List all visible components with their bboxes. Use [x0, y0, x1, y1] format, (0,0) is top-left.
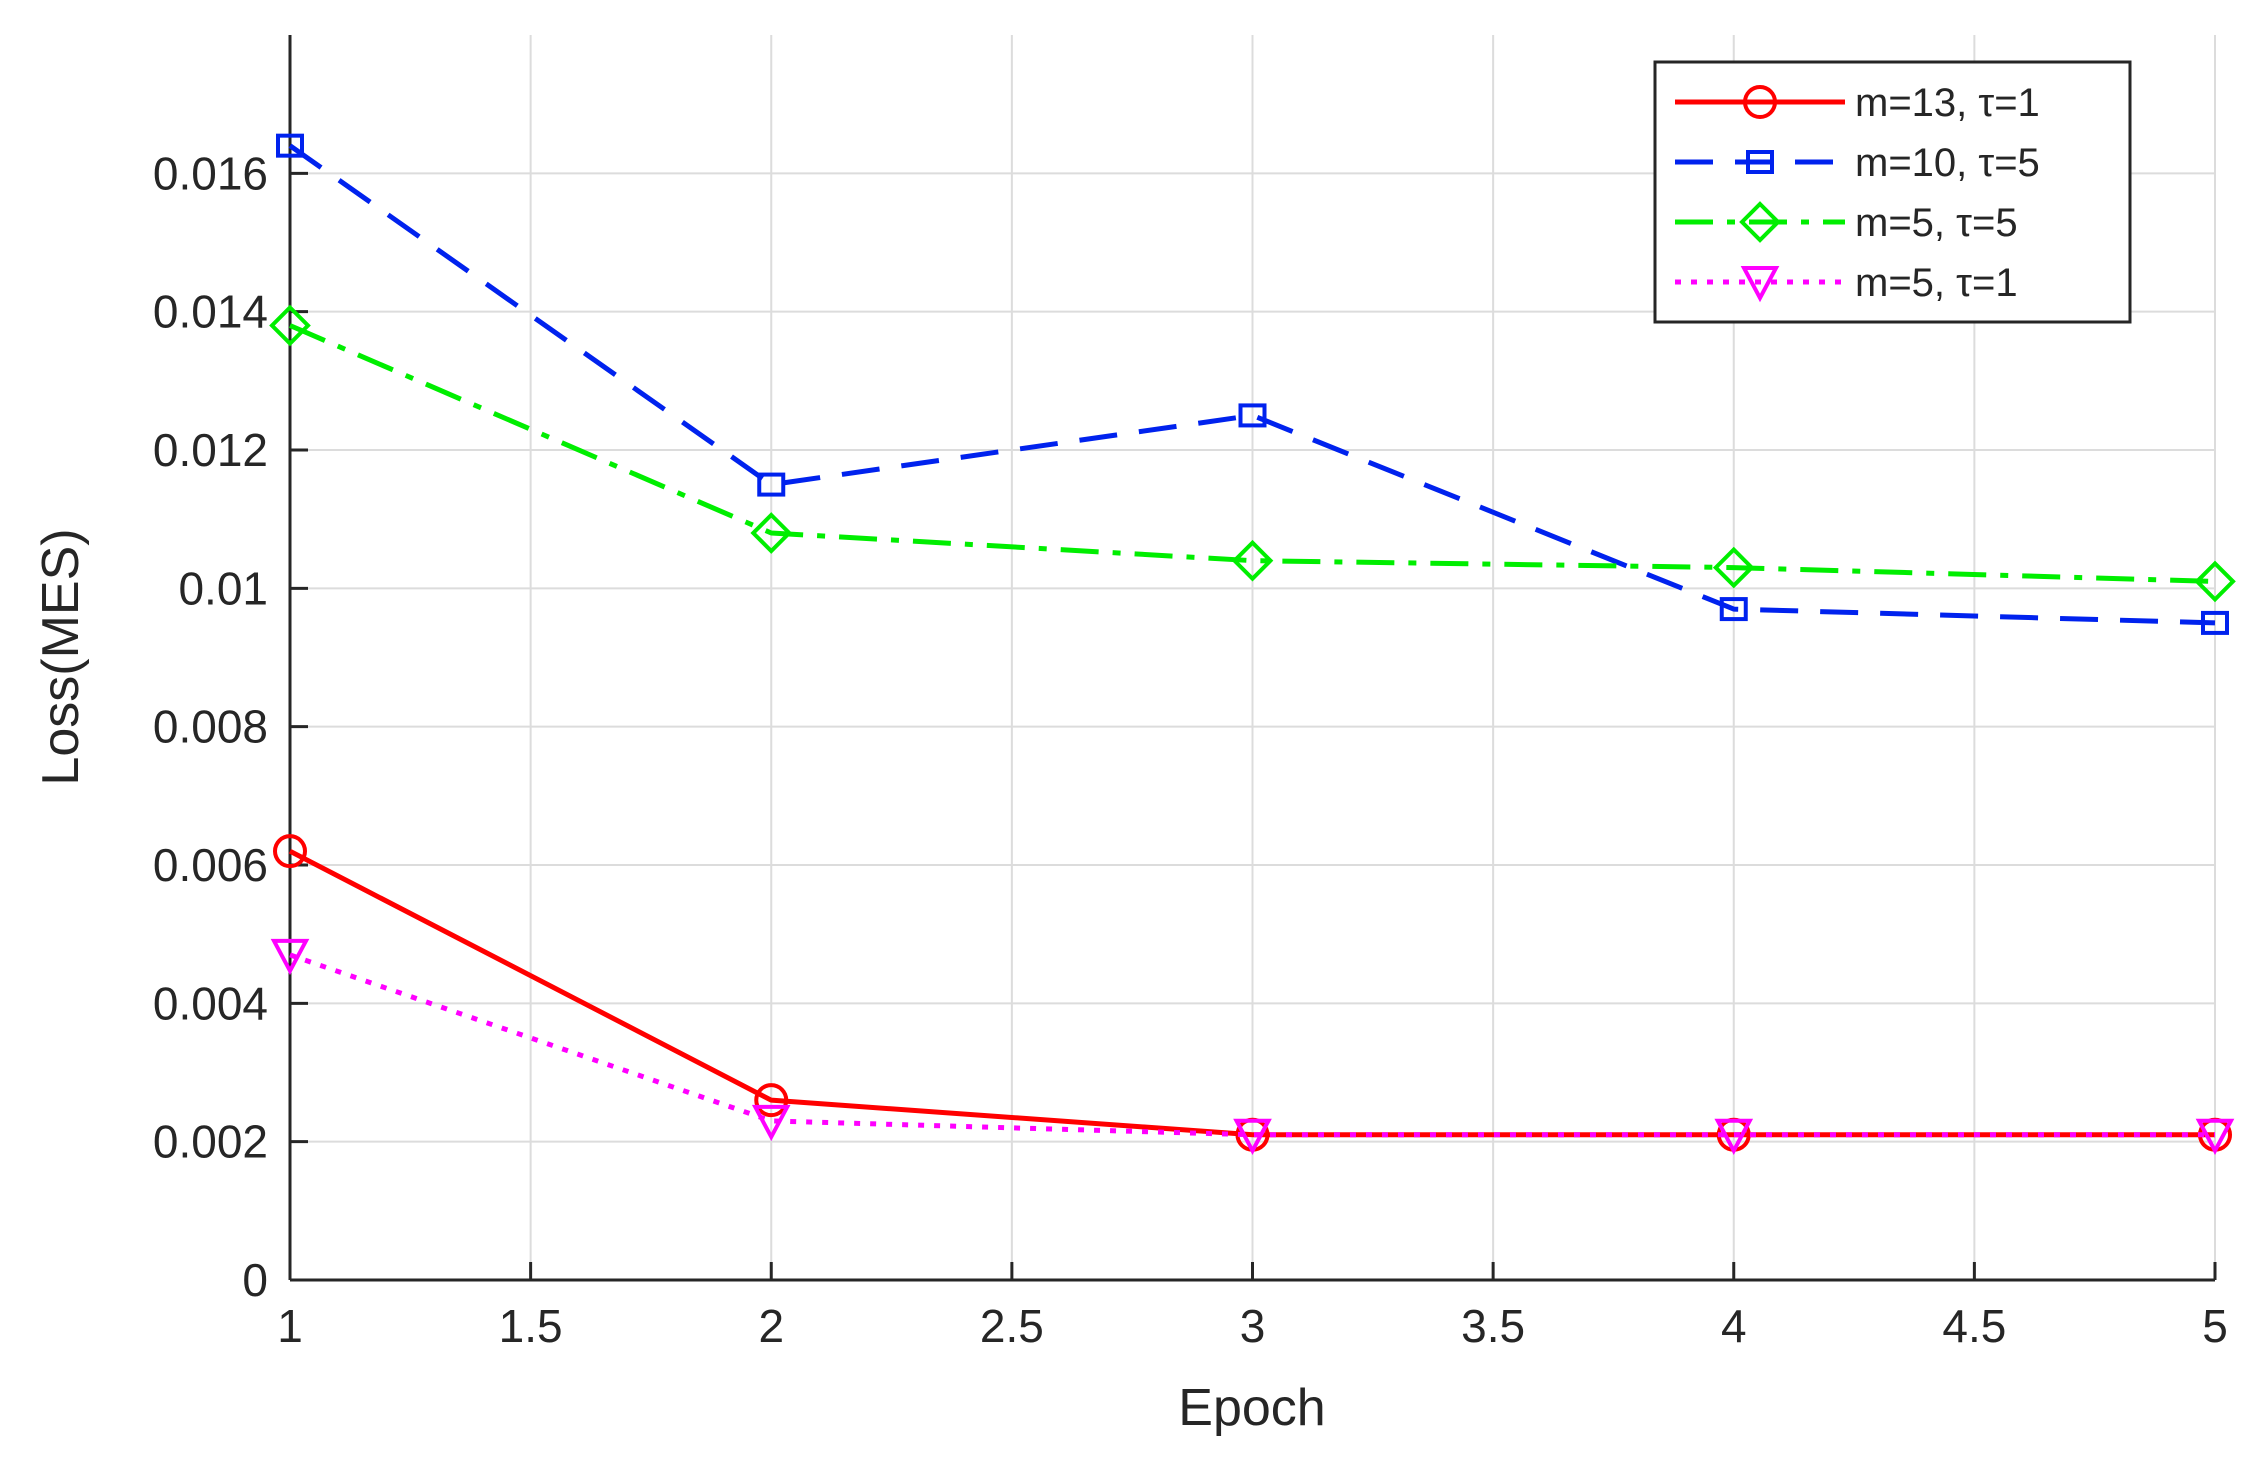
data-point-marker: [276, 133, 304, 158]
y-axis-label: Loss(MES): [32, 528, 90, 785]
axes: 1 1.5 2 2.5 3 3.5 4 4.5 5 0 0.002 0.004 0.006 0.008 0.…: [153, 35, 2228, 1352]
x-tick-label: 2.5: [980, 1300, 1044, 1352]
legend-marker: [1743, 85, 1777, 119]
y-tick-label: 0.004: [153, 977, 268, 1029]
legend-box: [1653, 60, 2132, 324]
x-tick-label: 5: [2202, 1300, 2228, 1352]
x-tick-label: 4.5: [1942, 1300, 2006, 1352]
series-group: [269, 133, 2236, 1155]
y-tick-label: 0.008: [153, 701, 268, 753]
y-tick-label: 0.014: [153, 286, 268, 338]
legend-marker: [1740, 266, 1780, 303]
data-point-marker: [1712, 546, 1755, 589]
x-tick-label: 3: [1240, 1300, 1266, 1352]
legend-label: m=10, τ=5: [1855, 141, 2040, 185]
data-point-marker: [2195, 1118, 2235, 1155]
x-tick-label: 3.5: [1461, 1300, 1525, 1352]
x-axis-label: Epoch: [1178, 1379, 1325, 1437]
legend-label: m=5, τ=5: [1855, 201, 2018, 245]
series-line: [289, 952, 2215, 1138]
y-tick-label: 0.012: [153, 424, 268, 476]
x-tick-label: 4: [1721, 1300, 1747, 1352]
data-point-marker: [269, 304, 311, 347]
y-tick-label: 0.006: [153, 839, 268, 891]
data-point-marker: [751, 1104, 791, 1142]
data-point-marker: [754, 1083, 789, 1118]
x-tick-label: 1.5: [499, 1300, 563, 1352]
legend-label: m=5, τ=1: [1855, 261, 2018, 305]
data-point-marker: [750, 512, 793, 554]
y-tick-label: 0.01: [178, 562, 268, 614]
x-tick-label: 1: [277, 1300, 303, 1352]
y-tick-label: 0.002: [153, 1116, 268, 1168]
data-point-marker: [273, 834, 307, 869]
series-1: [276, 133, 2229, 635]
data-point-marker: [1238, 403, 1267, 428]
y-tick-label: 0.016: [153, 147, 268, 199]
data-point-marker: [1714, 1118, 1754, 1155]
y-tick-label: 0: [242, 1254, 268, 1306]
data-point-marker: [2201, 610, 2229, 635]
data-point-marker: [757, 472, 786, 497]
legend-marker: [1746, 150, 1774, 174]
data-point-marker: [1719, 597, 1748, 622]
legend-marker: [1739, 201, 1781, 243]
data-point-marker: [2194, 560, 2236, 603]
series-line: [288, 143, 2216, 626]
series-line: [289, 323, 2216, 584]
series-3: [270, 938, 2235, 1155]
data-point-marker: [1233, 1118, 1272, 1155]
x-tick-label: 2: [758, 1300, 784, 1352]
series-2: [269, 304, 2236, 603]
legend-label: m=13, τ=1: [1855, 81, 2040, 125]
data-point-marker: [270, 938, 310, 976]
legend: m=13, τ=1 m=10, τ=5 m=5, τ=5 m=5, τ=1: [1653, 60, 2132, 324]
data-point-marker: [1231, 539, 1274, 582]
